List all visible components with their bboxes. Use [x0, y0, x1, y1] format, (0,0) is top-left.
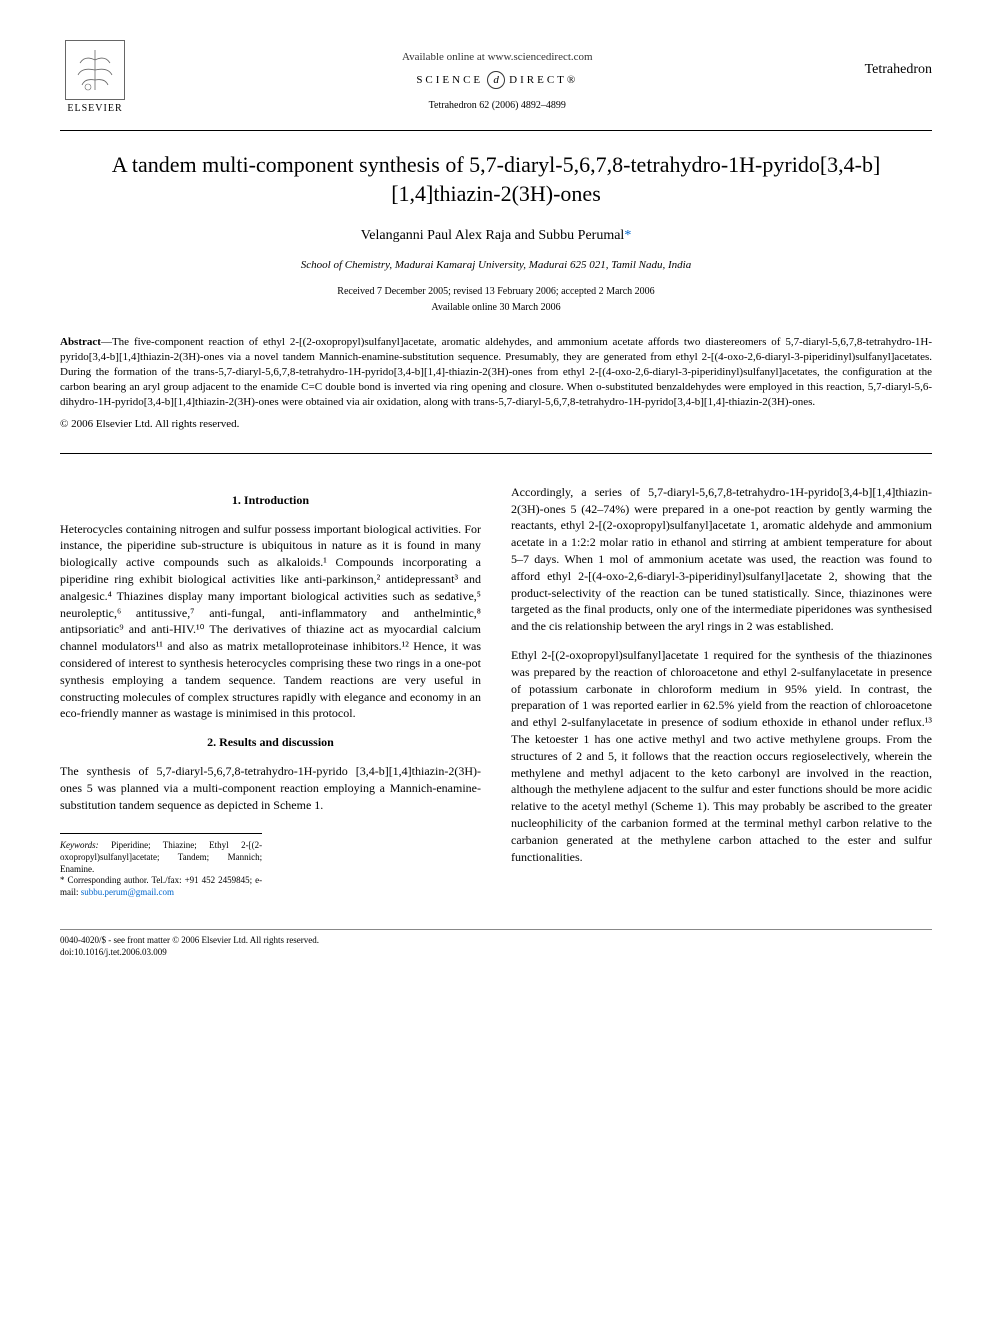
- results-heading: 2. Results and discussion: [60, 734, 481, 751]
- sd-left: SCIENCE: [416, 73, 483, 88]
- header-center: Available online at www.sciencedirect.co…: [130, 40, 865, 113]
- journal-name: Tetrahedron: [865, 40, 932, 80]
- copyright-line: © 2006 Elsevier Ltd. All rights reserved…: [60, 417, 932, 432]
- body-columns: 1. Introduction Heterocycles containing …: [60, 484, 932, 899]
- abstract: Abstract—The five-component reaction of …: [60, 335, 932, 409]
- available-online-text: Available online at www.sciencedirect.co…: [130, 50, 865, 65]
- header-divider: [60, 130, 932, 131]
- intro-paragraph-1: Heterocycles containing nitrogen and sul…: [60, 521, 481, 723]
- doi-line: doi:10.1016/j.tet.2006.03.009: [60, 946, 319, 959]
- affiliation: School of Chemistry, Madurai Kamaraj Uni…: [60, 258, 932, 273]
- corresponding-line: * Corresponding author. Tel./fax: +91 45…: [60, 875, 262, 898]
- front-matter-line: 0040-4020/$ - see front matter © 2006 El…: [60, 934, 319, 947]
- email-link[interactable]: subbu.perum@gmail.com: [81, 887, 174, 897]
- results-paragraph-1: The synthesis of 5,7-diaryl-5,6,7,8-tetr…: [60, 763, 481, 813]
- keywords-label: Keywords:: [60, 840, 99, 850]
- science-direct-logo: SCIENCE d DIRECT®: [130, 71, 865, 89]
- elsevier-tree-icon: [65, 40, 125, 100]
- col2-paragraph-2: Ethyl 2-[(2-oxopropyl)sulfanyl]acetate 1…: [511, 647, 932, 865]
- footnotes: Keywords: Piperidine; Thiazine; Ethyl 2-…: [60, 833, 262, 898]
- publisher-logo: ELSEVIER: [60, 40, 130, 120]
- column-right: Accordingly, a series of 5,7-diaryl-5,6,…: [511, 484, 932, 899]
- intro-heading: 1. Introduction: [60, 492, 481, 509]
- corresponding-star-icon: *: [624, 228, 631, 243]
- keywords-line: Keywords: Piperidine; Thiazine; Ethyl 2-…: [60, 840, 262, 875]
- publisher-name: ELSEVIER: [67, 102, 122, 116]
- col2-paragraph-1: Accordingly, a series of 5,7-diaryl-5,6,…: [511, 484, 932, 635]
- journal-reference: Tetrahedron 62 (2006) 4892–4899: [130, 99, 865, 113]
- author-names: Velanganni Paul Alex Raja and Subbu Peru…: [361, 228, 625, 243]
- authors: Velanganni Paul Alex Raja and Subbu Peru…: [60, 226, 932, 246]
- bottom-left: 0040-4020/$ - see front matter © 2006 El…: [60, 934, 319, 959]
- bottom-row: 0040-4020/$ - see front matter © 2006 El…: [60, 929, 932, 959]
- column-left: 1. Introduction Heterocycles containing …: [60, 484, 481, 899]
- sd-right: DIRECT®: [509, 73, 578, 88]
- received-dates: Received 7 December 2005; revised 13 Feb…: [60, 285, 932, 299]
- header-row: ELSEVIER Available online at www.science…: [60, 40, 932, 120]
- available-date: Available online 30 March 2006: [60, 301, 932, 315]
- abstract-text: —The five-component reaction of ethyl 2-…: [60, 336, 932, 407]
- sd-circle-icon: d: [487, 71, 505, 89]
- abstract-divider: [60, 453, 932, 454]
- article-title: A tandem multi-component synthesis of 5,…: [60, 151, 932, 208]
- abstract-label: Abstract: [60, 336, 101, 348]
